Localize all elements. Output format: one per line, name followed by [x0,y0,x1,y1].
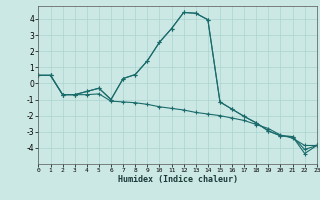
X-axis label: Humidex (Indice chaleur): Humidex (Indice chaleur) [118,175,238,184]
